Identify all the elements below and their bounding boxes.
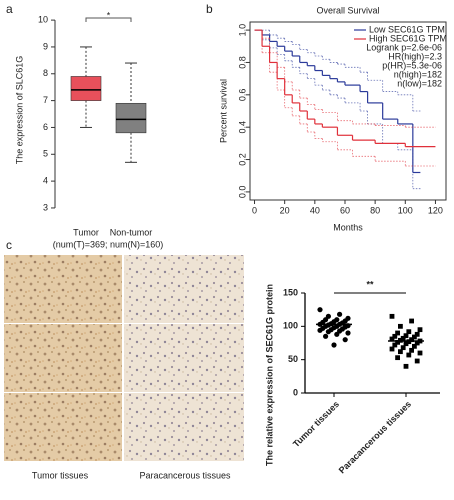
legend-label: Low SEC61G TPM bbox=[369, 24, 445, 34]
x-tick-label: Tumor bbox=[73, 227, 99, 237]
y-tick-label: 0.2 bbox=[237, 153, 247, 166]
y-axis-label: Percent survival bbox=[218, 79, 228, 143]
dot bbox=[389, 346, 395, 352]
dot bbox=[400, 335, 406, 341]
dot bbox=[409, 318, 414, 324]
y-tick-label: 4 bbox=[43, 175, 48, 185]
sample-size-label: (num(T)=369; num(N)=160) bbox=[53, 239, 164, 249]
dot bbox=[414, 340, 420, 346]
dot bbox=[337, 311, 343, 317]
dot bbox=[417, 327, 423, 333]
plot-frame bbox=[249, 21, 447, 201]
dot bbox=[403, 341, 409, 347]
panel-letter: a bbox=[6, 2, 13, 16]
dot bbox=[412, 334, 417, 340]
x-tick-label: 0 bbox=[252, 205, 257, 215]
image bbox=[124, 393, 244, 461]
dot bbox=[395, 339, 400, 345]
dot bbox=[409, 337, 414, 343]
dot bbox=[395, 355, 400, 361]
panel-letter: b bbox=[206, 2, 213, 16]
dot bbox=[403, 363, 409, 369]
y-tick-label: 0.8 bbox=[237, 56, 247, 69]
x-tick-label: 60 bbox=[340, 205, 350, 215]
annotation: p(HR)=5.3e-06 bbox=[382, 60, 442, 70]
dot bbox=[414, 331, 420, 337]
dot bbox=[317, 307, 323, 313]
dot bbox=[392, 342, 398, 348]
dot bbox=[400, 345, 406, 351]
dot bbox=[325, 329, 331, 335]
y-tick-label: 0.6 bbox=[237, 89, 247, 102]
image-label: Paracancerous tissues bbox=[139, 470, 231, 480]
x-tick-label: 80 bbox=[370, 205, 380, 215]
legend-label: High SEC61G TPM bbox=[369, 33, 447, 43]
x-tick-label: Paracancerous tissues bbox=[337, 399, 413, 475]
image bbox=[4, 255, 122, 323]
dot bbox=[412, 343, 417, 349]
dot bbox=[392, 333, 398, 339]
dot bbox=[389, 313, 395, 319]
y-tick-label: 3 bbox=[43, 202, 48, 212]
x-tick-label: Tumor tissues bbox=[291, 399, 341, 449]
dot bbox=[334, 331, 340, 337]
dot bbox=[345, 330, 351, 336]
image-label: Tumor tissues bbox=[32, 470, 89, 480]
y-tick-label: 6 bbox=[43, 122, 48, 132]
x-axis-label: Months bbox=[333, 222, 363, 232]
dot bbox=[395, 330, 400, 336]
y-tick-label: 50 bbox=[288, 354, 298, 364]
dot bbox=[398, 349, 403, 355]
dot bbox=[417, 350, 423, 356]
x-tick-label: Non-tumor bbox=[110, 227, 153, 237]
dot bbox=[406, 329, 412, 335]
annotation: Logrank p=2.6e-06 bbox=[366, 42, 442, 52]
y-axis-label: The relative expression of SEC61G protei… bbox=[264, 284, 274, 466]
y-tick-label: 9 bbox=[43, 41, 48, 51]
image bbox=[4, 324, 122, 392]
y-tick-label: 150 bbox=[283, 287, 298, 297]
x-tick-label: 40 bbox=[310, 205, 320, 215]
image bbox=[124, 324, 244, 392]
dot bbox=[331, 342, 337, 348]
image bbox=[124, 255, 244, 323]
chart-title: Overall Survival bbox=[316, 5, 379, 15]
image bbox=[4, 393, 122, 461]
y-tick-label: 100 bbox=[283, 321, 298, 331]
box bbox=[115, 102, 147, 134]
y-tick-label: 1.0 bbox=[237, 24, 247, 37]
y-tick-label: 0 bbox=[293, 387, 298, 397]
x-tick-label: 100 bbox=[398, 205, 413, 215]
significance-bracket bbox=[85, 17, 132, 22]
panel-letter: c bbox=[6, 238, 12, 252]
box bbox=[70, 76, 102, 101]
dot bbox=[414, 358, 420, 364]
significance-mark: ** bbox=[366, 279, 374, 289]
annotation: HR(high)=2.3 bbox=[388, 51, 442, 61]
x-tick-label: 120 bbox=[428, 205, 443, 215]
y-axis-label: The expression of SLC61G bbox=[14, 56, 24, 165]
y-tick-label: 7 bbox=[43, 95, 48, 105]
dot bbox=[342, 337, 348, 343]
y-tick-label: 10 bbox=[38, 14, 48, 24]
annotation: n(low)=182 bbox=[397, 78, 442, 88]
y-tick-label: 0.4 bbox=[237, 121, 247, 134]
dot bbox=[398, 323, 403, 329]
y-tick-label: 8 bbox=[43, 68, 48, 78]
dot bbox=[389, 336, 395, 342]
y-tick-label: 5 bbox=[43, 149, 48, 159]
annotation: n(high)=182 bbox=[394, 69, 442, 79]
histology-images bbox=[4, 255, 244, 461]
dot bbox=[403, 333, 409, 339]
x-tick-label: 20 bbox=[280, 205, 290, 215]
dot bbox=[406, 352, 412, 358]
dot bbox=[317, 327, 323, 333]
significance-mark: * bbox=[107, 10, 111, 20]
dot bbox=[323, 333, 329, 339]
y-tick-label: 0.0 bbox=[237, 186, 247, 199]
dot bbox=[409, 347, 414, 353]
